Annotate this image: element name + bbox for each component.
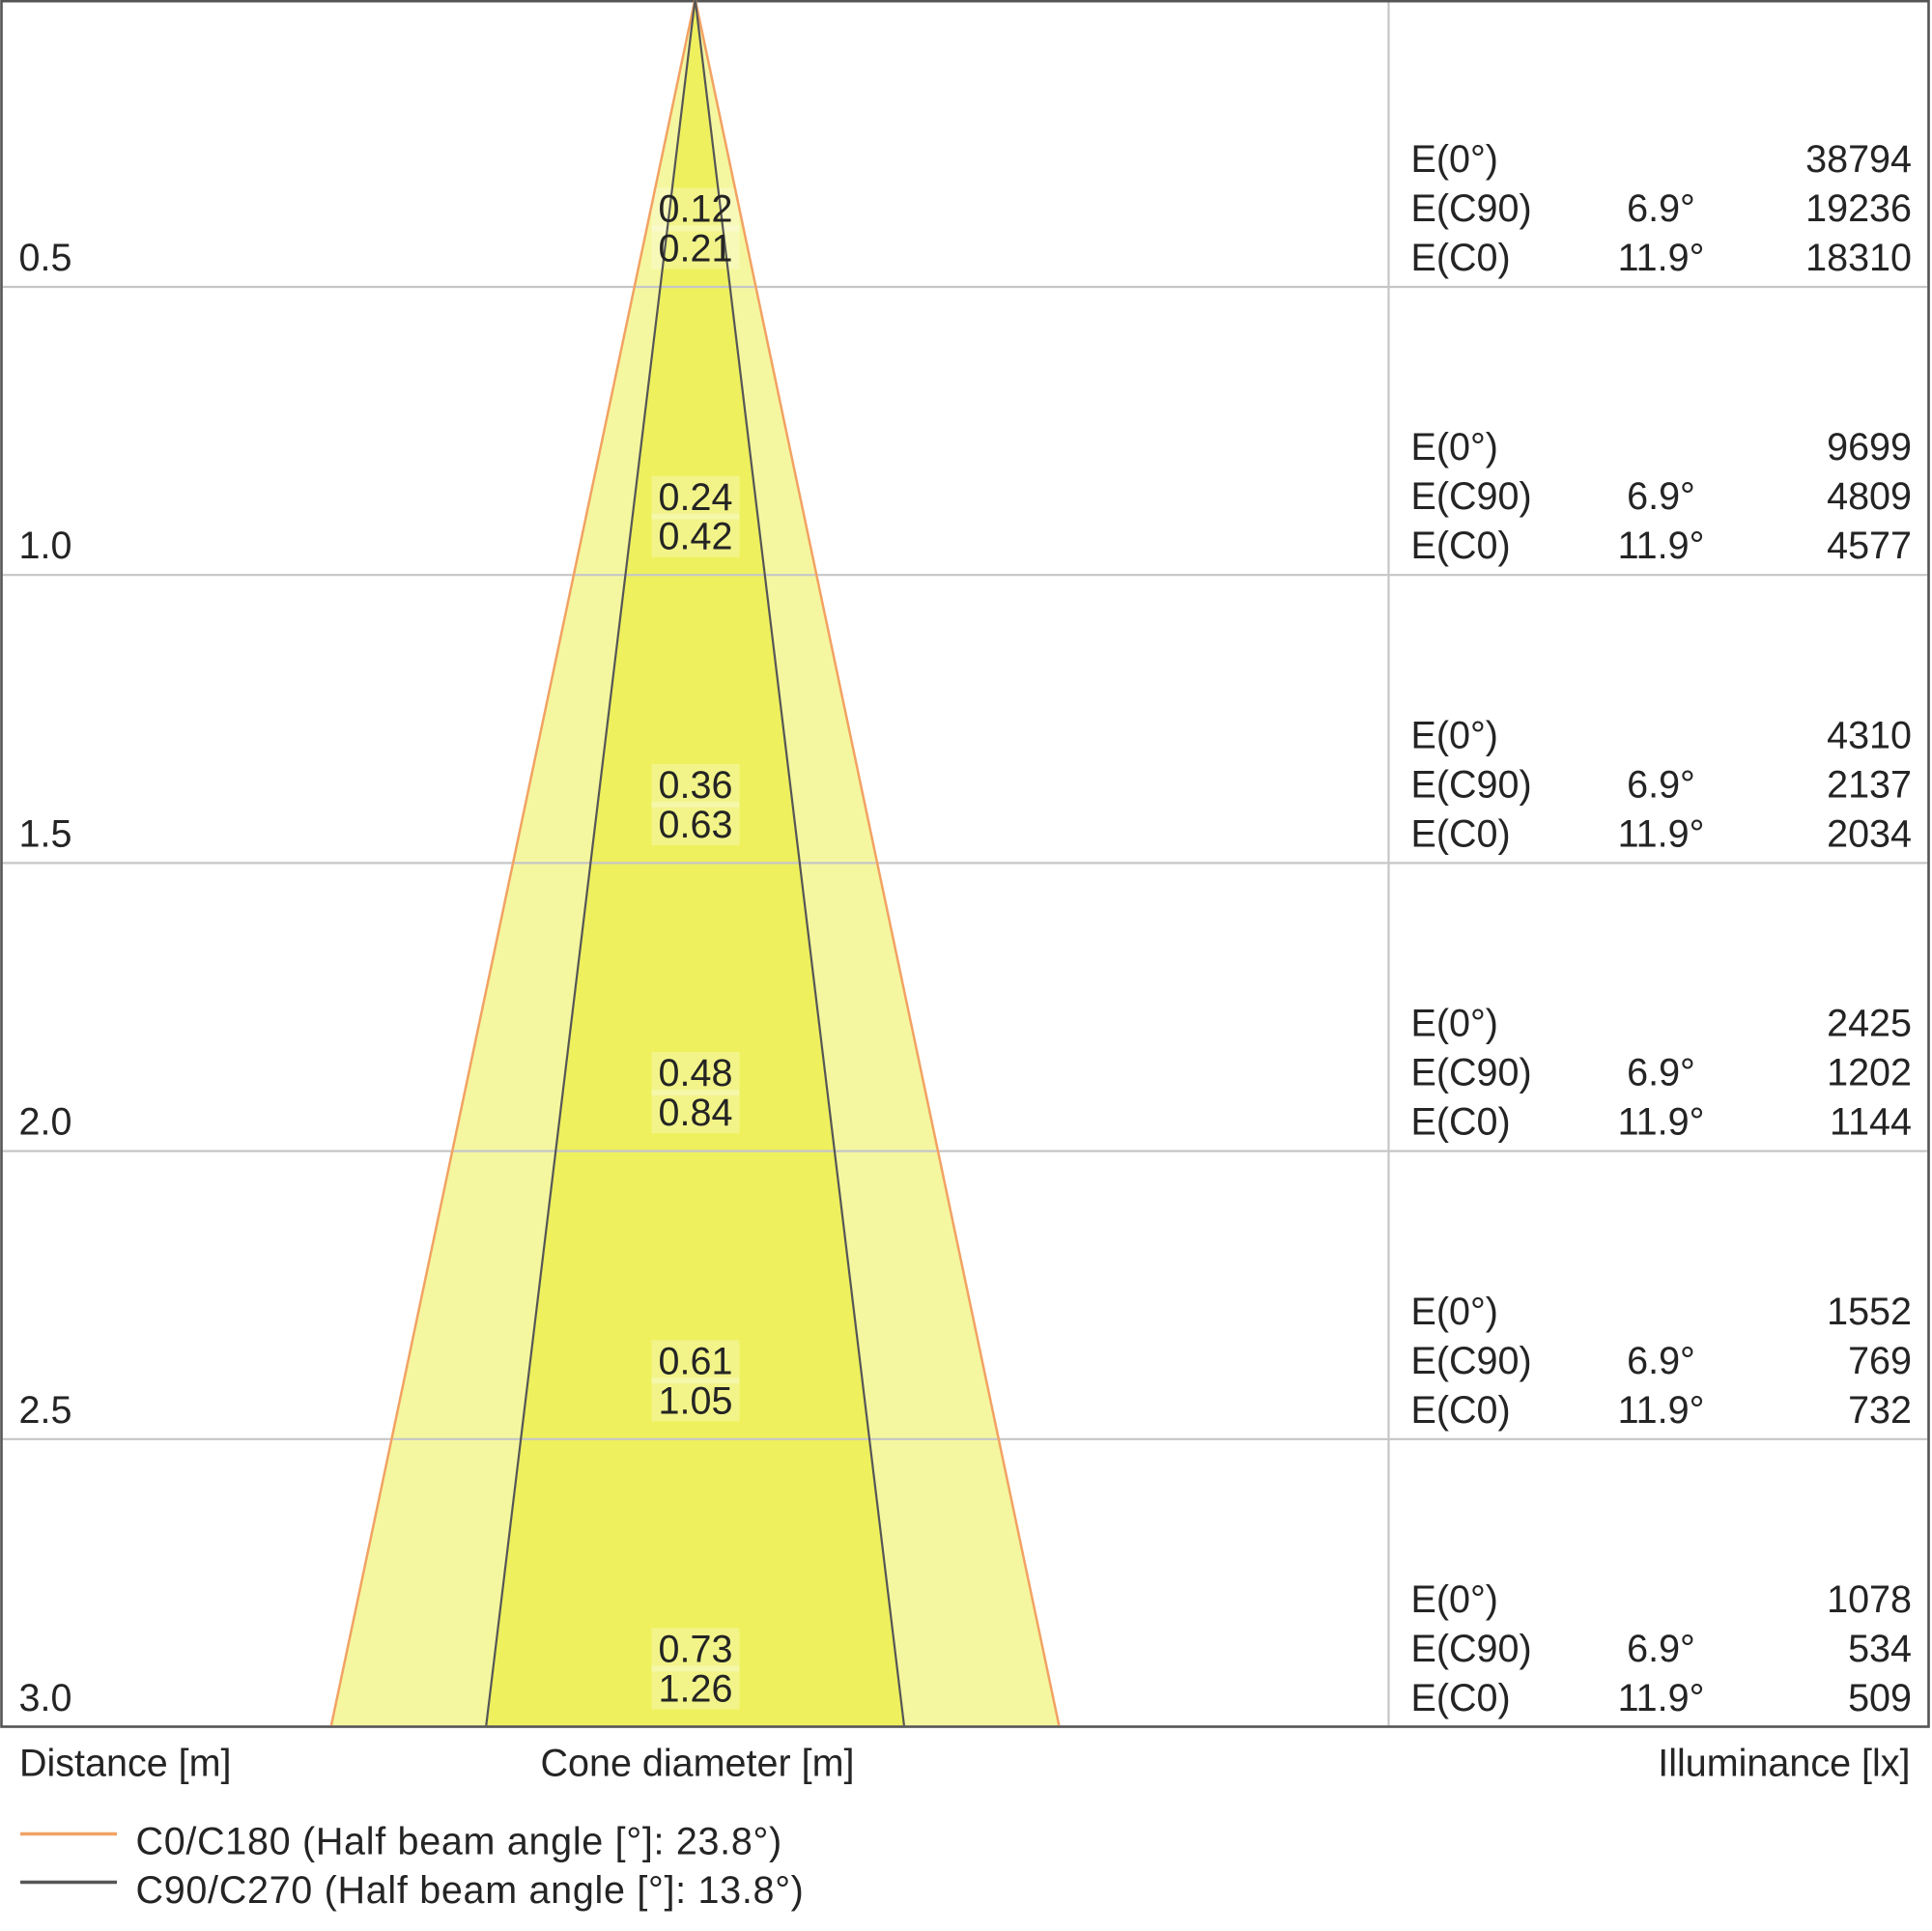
svg-text:1202: 1202 <box>1827 1052 1912 1094</box>
svg-text:6.9°: 6.9° <box>1627 1340 1695 1382</box>
svg-text:0.5: 0.5 <box>19 237 72 279</box>
svg-text:1.26: 1.26 <box>659 1668 733 1711</box>
svg-text:0.84: 0.84 <box>659 1092 733 1134</box>
svg-text:11.9°: 11.9° <box>1618 1389 1705 1432</box>
svg-text:6.9°: 6.9° <box>1627 763 1695 806</box>
svg-text:4310: 4310 <box>1827 714 1912 756</box>
svg-text:0.12: 0.12 <box>659 188 733 231</box>
svg-text:18310: 18310 <box>1805 237 1912 279</box>
svg-text:E(C0): E(C0) <box>1411 237 1511 279</box>
svg-text:0.61: 0.61 <box>659 1340 733 1382</box>
svg-text:C90/C270 (Half beam angle [°]:: C90/C270 (Half beam angle [°]: 13.8°) <box>136 1869 805 1912</box>
svg-text:E(C0): E(C0) <box>1411 1101 1511 1144</box>
svg-text:0.73: 0.73 <box>659 1629 733 1671</box>
svg-text:E(C0): E(C0) <box>1411 525 1511 567</box>
svg-text:0.48: 0.48 <box>659 1052 733 1094</box>
svg-text:E(0°): E(0°) <box>1411 426 1498 469</box>
svg-text:6.9°: 6.9° <box>1627 187 1695 230</box>
svg-text:6.9°: 6.9° <box>1627 475 1695 518</box>
svg-text:534: 534 <box>1848 1628 1912 1670</box>
svg-text:0.63: 0.63 <box>659 804 733 846</box>
svg-text:3.0: 3.0 <box>19 1677 72 1719</box>
svg-text:0.42: 0.42 <box>659 516 733 558</box>
svg-text:11.9°: 11.9° <box>1618 525 1705 567</box>
svg-text:E(C90): E(C90) <box>1411 475 1532 518</box>
svg-text:769: 769 <box>1848 1340 1912 1382</box>
svg-text:Illuminance [lx]: Illuminance [lx] <box>1658 1743 1910 1785</box>
svg-text:1078: 1078 <box>1827 1578 1912 1621</box>
svg-text:Cone diameter [m]: Cone diameter [m] <box>541 1743 855 1785</box>
svg-text:C0/C180 (Half beam angle [°]:: C0/C180 (Half beam angle [°]: 23.8°) <box>136 1821 782 1863</box>
svg-text:E(C0): E(C0) <box>1411 1389 1511 1432</box>
svg-text:E(0°): E(0°) <box>1411 1291 1498 1333</box>
svg-text:11.9°: 11.9° <box>1618 237 1705 279</box>
svg-text:2137: 2137 <box>1827 763 1912 806</box>
svg-text:6.9°: 6.9° <box>1627 1628 1695 1670</box>
svg-text:2034: 2034 <box>1827 812 1912 855</box>
svg-text:E(C90): E(C90) <box>1411 187 1532 230</box>
svg-text:0.21: 0.21 <box>659 228 733 270</box>
svg-text:19236: 19236 <box>1805 187 1912 230</box>
svg-text:1552: 1552 <box>1827 1291 1912 1333</box>
svg-text:2.5: 2.5 <box>19 1389 72 1432</box>
svg-text:0.24: 0.24 <box>659 476 733 519</box>
svg-text:2425: 2425 <box>1827 1003 1912 1045</box>
svg-text:1.05: 1.05 <box>659 1379 733 1422</box>
svg-text:2.0: 2.0 <box>19 1101 72 1144</box>
svg-text:E(C90): E(C90) <box>1411 1340 1532 1382</box>
svg-text:E(0°): E(0°) <box>1411 714 1498 756</box>
svg-text:E(C90): E(C90) <box>1411 1628 1532 1670</box>
svg-text:11.9°: 11.9° <box>1618 1101 1705 1144</box>
svg-text:732: 732 <box>1848 1389 1912 1432</box>
svg-text:1.0: 1.0 <box>19 525 72 567</box>
svg-text:E(0°): E(0°) <box>1411 138 1498 181</box>
svg-text:38794: 38794 <box>1805 138 1912 181</box>
svg-text:509: 509 <box>1848 1677 1912 1719</box>
svg-text:9699: 9699 <box>1827 426 1912 469</box>
svg-text:E(C90): E(C90) <box>1411 763 1532 806</box>
svg-text:6.9°: 6.9° <box>1627 1052 1695 1094</box>
svg-text:1.5: 1.5 <box>19 812 72 855</box>
svg-text:E(0°): E(0°) <box>1411 1003 1498 1045</box>
svg-text:11.9°: 11.9° <box>1618 1677 1705 1719</box>
svg-text:E(C0): E(C0) <box>1411 1677 1511 1719</box>
svg-text:E(C0): E(C0) <box>1411 812 1511 855</box>
svg-text:11.9°: 11.9° <box>1618 812 1705 855</box>
svg-text:4577: 4577 <box>1827 525 1912 567</box>
svg-text:4809: 4809 <box>1827 475 1912 518</box>
svg-text:0.36: 0.36 <box>659 764 733 807</box>
svg-text:E(0°): E(0°) <box>1411 1578 1498 1621</box>
svg-text:E(C90): E(C90) <box>1411 1052 1532 1094</box>
svg-text:Distance [m]: Distance [m] <box>19 1743 232 1785</box>
svg-text:1144: 1144 <box>1830 1101 1912 1144</box>
